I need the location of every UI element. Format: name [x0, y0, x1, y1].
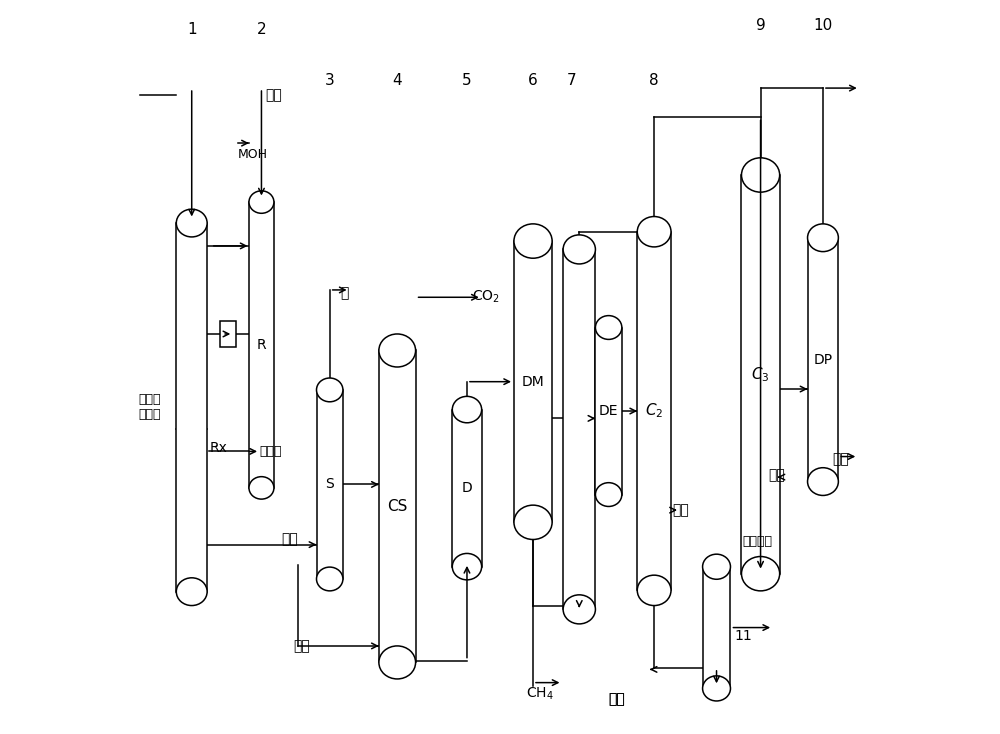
Ellipse shape	[808, 224, 838, 252]
Ellipse shape	[379, 334, 416, 367]
Text: $C_2$: $C_2$	[645, 401, 663, 421]
Bar	[808, 238, 838, 482]
Text: 6: 6	[528, 73, 538, 88]
Bar	[563, 250, 595, 609]
Text: CO$_2$: CO$_2$	[472, 289, 500, 305]
Ellipse shape	[703, 676, 730, 701]
Bar	[316, 390, 343, 579]
Bar	[595, 327, 622, 495]
Ellipse shape	[316, 567, 343, 591]
Text: 3: 3	[325, 73, 335, 88]
Text: S: S	[325, 477, 334, 492]
Text: CS: CS	[387, 499, 407, 514]
Text: MOH: MOH	[238, 148, 268, 161]
Text: 燃料气: 燃料气	[259, 445, 282, 458]
Ellipse shape	[249, 476, 274, 499]
Text: 7: 7	[567, 73, 577, 88]
Ellipse shape	[741, 556, 780, 591]
Bar	[379, 351, 416, 662]
Ellipse shape	[637, 575, 671, 606]
Text: 乙烷: 乙烷	[672, 503, 689, 517]
Text: 10: 10	[813, 18, 833, 33]
Ellipse shape	[703, 554, 730, 579]
Bar	[741, 175, 780, 574]
Ellipse shape	[452, 396, 482, 423]
Text: 产品: 产品	[281, 532, 298, 547]
Text: CH$_4$: CH$_4$	[526, 686, 554, 702]
Ellipse shape	[379, 646, 416, 679]
Bar	[452, 410, 482, 567]
Ellipse shape	[176, 209, 207, 237]
Ellipse shape	[595, 316, 622, 339]
Ellipse shape	[316, 378, 343, 401]
Text: 流化床
反应器: 流化床 反应器	[138, 393, 160, 421]
Bar	[220, 321, 236, 346]
Ellipse shape	[563, 595, 595, 624]
Text: 1: 1	[187, 22, 197, 37]
Text: 4: 4	[392, 73, 402, 88]
Ellipse shape	[563, 235, 595, 264]
Ellipse shape	[808, 468, 838, 495]
Text: Rx: Rx	[210, 440, 228, 455]
Bar	[176, 223, 207, 592]
Text: 丙烯: 丙烯	[768, 468, 785, 483]
Text: DE: DE	[599, 404, 618, 418]
Text: 碱液: 碱液	[293, 639, 310, 653]
Ellipse shape	[514, 224, 552, 258]
Text: DM: DM	[522, 374, 544, 389]
Ellipse shape	[249, 191, 274, 214]
Text: 11: 11	[734, 629, 752, 644]
Text: 9: 9	[756, 18, 765, 33]
Text: 去聚乙烯: 去聚乙烯	[742, 535, 772, 548]
Bar	[637, 232, 671, 590]
Text: 乙烯: 乙烯	[609, 692, 625, 707]
Text: DP: DP	[813, 352, 833, 367]
Bar	[514, 241, 552, 523]
Bar	[249, 202, 274, 488]
Bar	[703, 567, 730, 688]
Ellipse shape	[176, 578, 207, 606]
Text: 8: 8	[649, 73, 659, 88]
Ellipse shape	[452, 553, 482, 580]
Ellipse shape	[741, 158, 780, 192]
Text: R: R	[257, 338, 266, 352]
Ellipse shape	[637, 217, 671, 247]
Text: 丙烷: 丙烷	[833, 451, 849, 466]
Text: 水: 水	[340, 286, 348, 301]
Ellipse shape	[514, 505, 552, 539]
Text: 2: 2	[257, 22, 266, 37]
Text: 空气: 空气	[265, 88, 282, 103]
Text: 5: 5	[462, 73, 472, 88]
Text: 乙烯: 乙烯	[609, 692, 625, 707]
Text: $C_3$: $C_3$	[751, 365, 770, 384]
Ellipse shape	[595, 483, 622, 506]
Text: D: D	[462, 481, 472, 495]
